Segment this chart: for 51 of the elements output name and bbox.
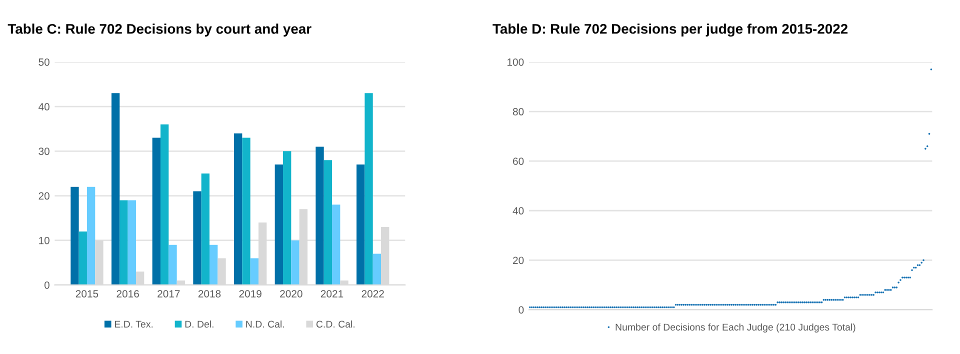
y-tick-label: 80 xyxy=(512,108,524,116)
bar xyxy=(242,138,250,285)
legend-label: N.D. Cal. xyxy=(246,320,284,328)
bar xyxy=(356,164,365,285)
x-tick-label: 2020 xyxy=(280,290,302,298)
y-tick-label: 40 xyxy=(512,207,524,215)
bar xyxy=(78,231,87,285)
bar xyxy=(152,138,160,285)
bar xyxy=(111,93,120,285)
x-tick-label: 2019 xyxy=(239,290,262,298)
y-tick-label: 10 xyxy=(39,236,50,244)
x-tick-label: 2017 xyxy=(158,290,180,298)
chart-title: Table C: Rule 702 Decisions by court and year xyxy=(8,24,312,37)
legend-label: C.D. Cal. xyxy=(316,320,354,328)
y-tick-label: 0 xyxy=(518,306,524,314)
y-tick-label: 100 xyxy=(508,58,524,66)
y-tick-label: 0 xyxy=(44,281,50,289)
bar xyxy=(372,254,382,285)
y-tick-label: 60 xyxy=(513,158,524,165)
bar xyxy=(86,186,96,285)
bar xyxy=(70,186,79,285)
y-tick-label: 50 xyxy=(38,58,50,66)
x-tick-label: 2022 xyxy=(362,290,384,298)
bar xyxy=(274,164,284,285)
bar xyxy=(291,240,300,285)
bar xyxy=(168,244,177,285)
bar xyxy=(324,160,332,285)
legend-label: D. Del. xyxy=(185,320,214,328)
x-tick-label: 2018 xyxy=(198,290,221,298)
x-tick-label: 2015 xyxy=(76,290,98,298)
chart-title: Table D: Rule 702 Decisions per judge from 2015-2022 xyxy=(492,24,848,37)
bar xyxy=(364,93,373,285)
y-tick-label: 30 xyxy=(38,148,50,156)
legend-label: Number of Decisions for Each Judge (210 Judges Total) xyxy=(616,323,856,333)
bar xyxy=(120,200,128,285)
x-tick-label: 2016 xyxy=(116,290,139,298)
bar xyxy=(332,204,340,285)
y-tick-label: 20 xyxy=(38,192,50,200)
legend-label: E.D. Tex. xyxy=(114,320,153,328)
y-tick-label: 20 xyxy=(513,256,524,264)
bar xyxy=(210,244,218,285)
bar xyxy=(316,146,324,285)
x-tick-label: 2021 xyxy=(320,290,344,298)
bar xyxy=(128,200,136,285)
y-tick-label: 40 xyxy=(38,103,50,110)
bar xyxy=(201,173,210,285)
bar xyxy=(234,133,242,285)
bar xyxy=(160,124,169,285)
bar xyxy=(250,258,259,285)
bar xyxy=(283,151,292,285)
bar xyxy=(193,191,202,285)
